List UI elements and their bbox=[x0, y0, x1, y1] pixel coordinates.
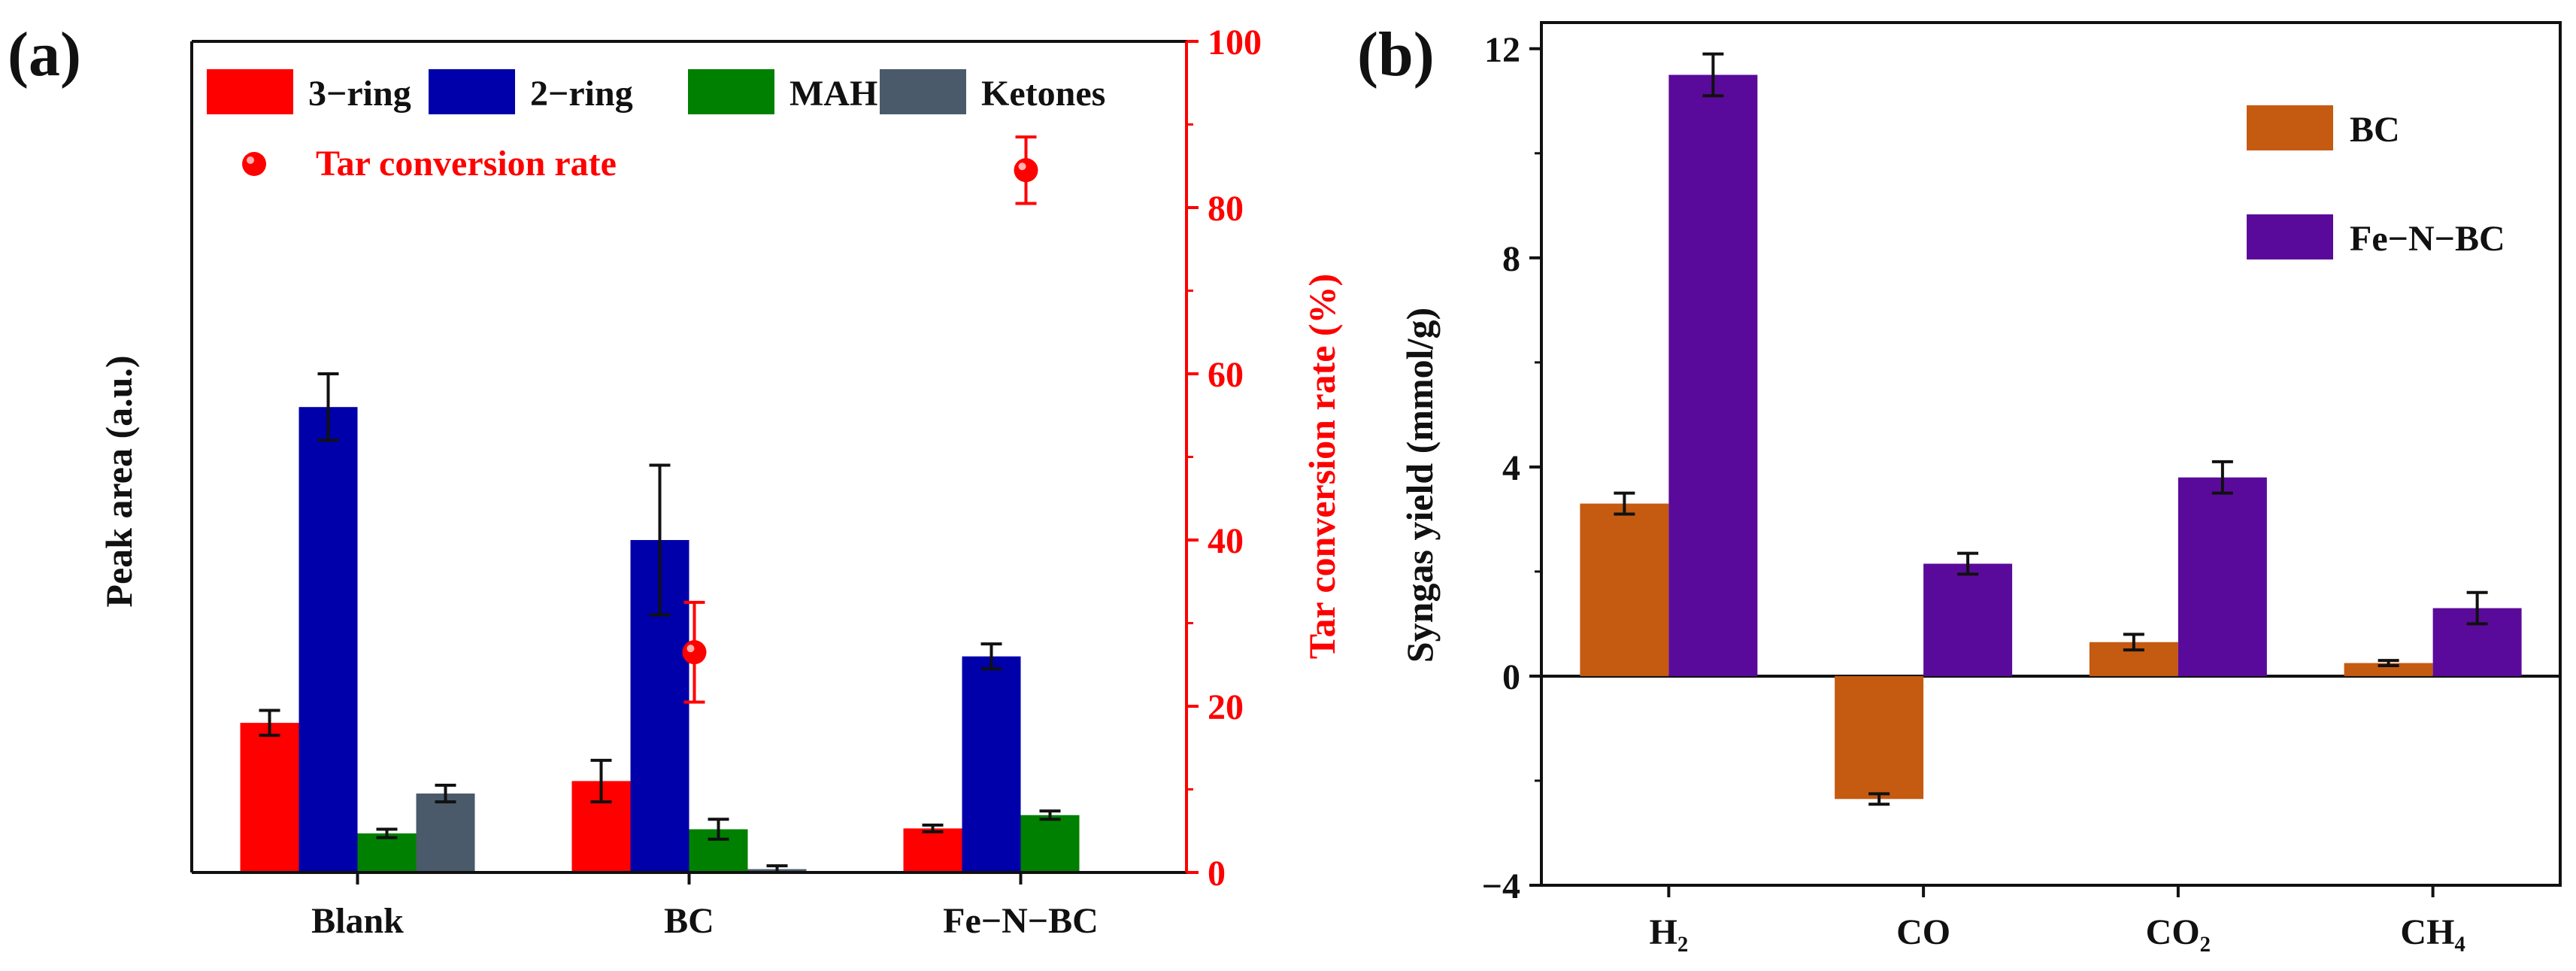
x-tick-label: Fe−N−BC bbox=[943, 901, 1099, 941]
bar-BC-CH₄ bbox=[2344, 663, 2433, 676]
x-tick-label: CH₄ bbox=[2400, 912, 2465, 952]
panel-b-frame bbox=[1540, 21, 2562, 887]
y2-tick-label: 40 bbox=[1208, 521, 1244, 561]
bar-3−ring-Fe−N−BC bbox=[903, 828, 962, 872]
y2-tick-label: 100 bbox=[1208, 23, 1262, 62]
marker-highlight bbox=[1018, 162, 1026, 171]
bar-Fe−N−BC-CO₂ bbox=[2177, 477, 2267, 676]
panel-a-y2-axis-title: Tar conversion rate (%) bbox=[1301, 274, 1343, 659]
legend-label-3−ring: 3−ring bbox=[308, 74, 411, 114]
legend-label-2−ring: 2−ring bbox=[530, 74, 633, 114]
panel-a-y-axis-title: Peak area (a.u.) bbox=[98, 355, 140, 607]
legend-label-Ketones: Ketones bbox=[981, 74, 1105, 114]
legend-swatch-MAH bbox=[688, 69, 774, 114]
marker-tar-conversion-Fe−N−BC bbox=[1014, 158, 1038, 183]
legend-swatch-Ketones bbox=[880, 69, 966, 114]
y-tick-label: 8 bbox=[1502, 239, 1520, 279]
bar-MAH-Fe−N−BC bbox=[1020, 815, 1080, 872]
x-tick-label: H₂ bbox=[1650, 912, 1689, 952]
bar-3−ring-Blank bbox=[240, 723, 299, 872]
panel-a-label: (a) bbox=[8, 20, 81, 90]
bar-2−ring-Blank bbox=[299, 407, 358, 872]
legend-label-MAH: MAH bbox=[789, 74, 877, 114]
bar-BC-CO bbox=[1835, 675, 1924, 800]
legend-swatch-Fe−N−BC bbox=[2247, 214, 2333, 259]
x-tick-label: CO bbox=[1896, 912, 1950, 952]
bar-MAH-Blank bbox=[357, 833, 417, 872]
y-tick-label: 12 bbox=[1484, 30, 1520, 70]
x-tick-label: Blank bbox=[311, 901, 404, 941]
legend-swatch-BC bbox=[2247, 105, 2333, 150]
bar-Ketones-Blank bbox=[416, 793, 475, 872]
x-tick-label: BC bbox=[664, 901, 714, 941]
bar-Fe−N−BC-CO bbox=[1923, 563, 2013, 676]
panel-b-y-axis-title: Syngas yield (mmol/g) bbox=[1399, 308, 1441, 663]
y-tick-label: −4 bbox=[1482, 866, 1520, 906]
legend-label-BC: BC bbox=[2350, 110, 2400, 150]
y2-tick-label: 0 bbox=[1208, 854, 1226, 894]
x-tick-label: CO₂ bbox=[2146, 912, 2211, 952]
y2-tick-label: 20 bbox=[1208, 687, 1244, 727]
legend-swatch-3−ring bbox=[207, 69, 293, 114]
legend-label-tar-conversion: Tar conversion rate bbox=[316, 144, 617, 184]
bar-2−ring-Fe−N−BC bbox=[962, 656, 1021, 872]
panel-b-label: (b) bbox=[1357, 20, 1435, 90]
marker-tar-conversion-BC bbox=[682, 640, 707, 665]
bar-BC-H₂ bbox=[1580, 503, 1669, 676]
y2-tick-label: 60 bbox=[1208, 355, 1244, 395]
y-tick-label: 0 bbox=[1502, 657, 1520, 697]
legend-marker-highlight bbox=[247, 156, 254, 164]
legend-marker-tar-conversion bbox=[242, 152, 266, 176]
y-tick-label: 4 bbox=[1502, 448, 1520, 488]
marker-highlight bbox=[686, 645, 695, 653]
legend-label-Fe−N−BC: Fe−N−BC bbox=[2350, 219, 2505, 259]
y2-tick-label: 80 bbox=[1208, 189, 1244, 229]
bar-Fe−N−BC-H₂ bbox=[1668, 74, 1758, 676]
legend-swatch-2−ring bbox=[429, 69, 515, 114]
